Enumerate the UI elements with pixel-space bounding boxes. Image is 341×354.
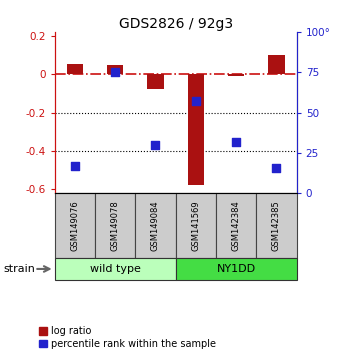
Point	[193, 98, 198, 104]
Point	[274, 165, 279, 171]
Point	[72, 163, 77, 169]
Bar	[256, 193, 297, 258]
Bar	[95, 193, 135, 258]
Text: GSM149076: GSM149076	[70, 200, 79, 251]
Bar	[147, 74, 164, 90]
Title: GDS2826 / 92g3: GDS2826 / 92g3	[119, 17, 233, 31]
Text: GSM142385: GSM142385	[272, 200, 281, 251]
Bar	[55, 193, 95, 258]
Bar	[55, 258, 176, 280]
Bar	[107, 64, 123, 74]
Bar	[176, 193, 216, 258]
Legend: log ratio, percentile rank within the sample: log ratio, percentile rank within the sa…	[39, 326, 216, 349]
Bar	[216, 193, 256, 258]
Text: wild type: wild type	[90, 264, 140, 274]
Point	[153, 142, 158, 148]
Text: NY1DD: NY1DD	[217, 264, 256, 274]
Point	[113, 69, 118, 75]
Text: GSM142384: GSM142384	[232, 200, 241, 251]
Text: GSM141569: GSM141569	[191, 200, 200, 251]
Text: GSM149084: GSM149084	[151, 200, 160, 251]
Text: GSM149078: GSM149078	[110, 200, 120, 251]
Bar	[228, 74, 244, 76]
Bar	[188, 74, 204, 185]
Point	[233, 139, 239, 145]
Bar	[135, 193, 176, 258]
Bar	[66, 63, 83, 74]
Text: strain: strain	[3, 264, 35, 274]
Bar	[176, 258, 297, 280]
Bar	[268, 55, 284, 74]
